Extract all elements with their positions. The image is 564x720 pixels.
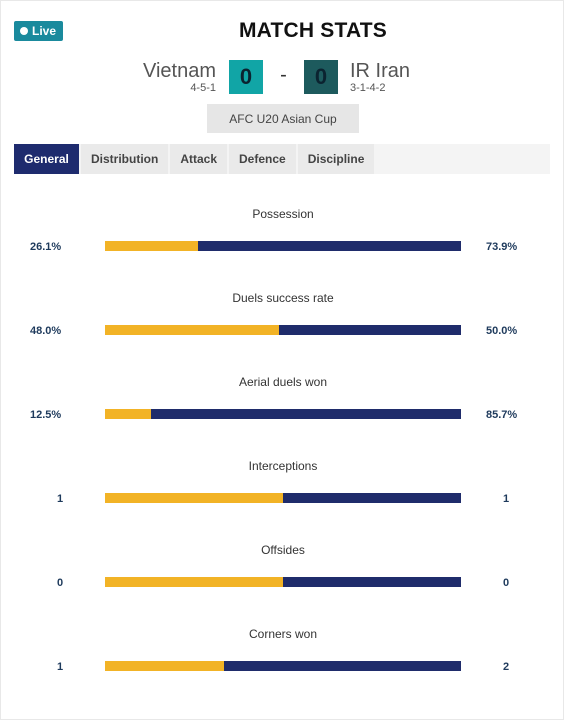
stat-duels-success-rate: Duels success rate 48.0% 50.0% [0, 291, 564, 351]
tab-distribution[interactable]: Distribution [81, 144, 169, 174]
stat-away-value: 1 [503, 493, 510, 505]
home-score: 0 [229, 60, 263, 94]
away-team-formation: 3-1-4-2 [350, 82, 386, 94]
stat-away-value: 2 [503, 661, 510, 673]
stat-bar [105, 409, 461, 419]
stat-bar [105, 577, 461, 587]
stat-home-value: 1 [57, 493, 64, 505]
stat-home-value: 1 [57, 661, 64, 673]
away-score: 0 [304, 60, 338, 94]
stat-label: Offsides [261, 543, 305, 557]
stat-away-value: 73.9% [486, 241, 518, 253]
stat-home-value: 48.0% [30, 325, 62, 337]
stat-home-value: 26.1% [30, 241, 62, 253]
stat-bar-home [105, 661, 224, 671]
stat-label: Corners won [248, 627, 318, 641]
stat-bar-home [105, 493, 283, 503]
home-team-formation: 4-5-1 [190, 82, 216, 94]
stat-away-value: 50.0% [486, 325, 518, 337]
tab-general[interactable]: General [14, 144, 79, 174]
live-dot-icon [20, 27, 28, 35]
live-label: Live [32, 24, 57, 38]
competition-badge: AFC U20 Asian Cup [207, 104, 359, 133]
stat-bar [105, 493, 461, 503]
page-title: MATCH STATS [238, 19, 387, 42]
tab-attack[interactable]: Attack [170, 144, 228, 174]
stats-tabs: General Distribution Attack Defence Disc… [14, 144, 550, 174]
stat-label: Aerial duels won [238, 375, 328, 389]
away-team: IR Iran 3-1-4-2 [350, 60, 410, 94]
live-badge[interactable]: Live [14, 21, 64, 41]
home-team-name: Vietnam [142, 60, 216, 82]
stat-bar-home [105, 241, 198, 251]
stat-bar-home [105, 409, 152, 419]
stat-label: Duels success rate [232, 291, 334, 305]
stat-bar [105, 241, 461, 251]
stat-home-value: 12.5% [30, 409, 62, 421]
stat-label: Possession [252, 207, 314, 221]
stat-home-value: 0 [57, 577, 64, 589]
stat-away-value: 85.7% [486, 409, 518, 421]
home-team: Vietnam 4-5-1 [143, 60, 216, 94]
stat-interceptions: Interceptions 1 1 [0, 459, 564, 519]
score-separator: - [280, 64, 287, 86]
tab-defence[interactable]: Defence [229, 144, 296, 174]
stat-bar [105, 325, 461, 335]
stat-bar-home [105, 325, 280, 335]
stat-bar [105, 661, 461, 671]
stat-bar-home [105, 577, 283, 587]
stat-offsides: Offsides 0 0 [0, 543, 564, 603]
stat-label: Interceptions [248, 459, 318, 473]
away-team-name: IR Iran [350, 60, 411, 82]
stat-aerial-duels-won: Aerial duels won 12.5% 85.7% [0, 375, 564, 435]
stat-corners-won: Corners won 1 2 [0, 627, 564, 687]
tab-discipline[interactable]: Discipline [297, 144, 375, 174]
stat-possession: Possession 26.1% 73.9% [0, 207, 564, 267]
stat-away-value: 0 [503, 577, 510, 589]
